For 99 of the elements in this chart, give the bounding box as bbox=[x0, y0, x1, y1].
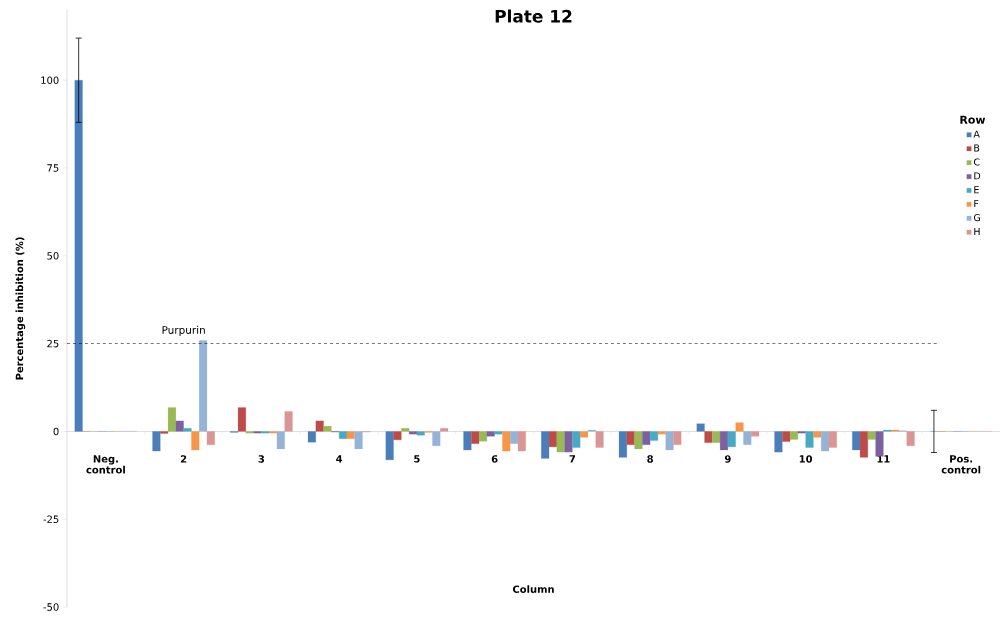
x-tick-label: Pos. control bbox=[941, 455, 981, 474]
bar bbox=[409, 431, 417, 435]
y-tick-label: 50 bbox=[47, 252, 59, 260]
bar bbox=[828, 431, 837, 448]
y-tick-label: 75 bbox=[47, 164, 59, 172]
y-tick-label: 25 bbox=[47, 339, 59, 348]
legend-label: B bbox=[974, 144, 980, 152]
y-tick-label: -50 bbox=[43, 603, 59, 611]
bar bbox=[720, 431, 728, 451]
x-tick-label: 9 bbox=[724, 455, 731, 463]
bar bbox=[307, 431, 316, 443]
y-tick-label: 0 bbox=[53, 427, 59, 436]
bar bbox=[564, 431, 573, 453]
bar bbox=[191, 431, 200, 451]
bar bbox=[805, 431, 814, 448]
bar bbox=[727, 431, 736, 447]
bar bbox=[175, 420, 184, 432]
bar bbox=[650, 431, 659, 441]
bar bbox=[354, 431, 363, 450]
bar bbox=[440, 428, 449, 432]
x-tick-label: 2 bbox=[180, 455, 187, 463]
bar bbox=[774, 431, 783, 453]
x-tick-label: 8 bbox=[647, 455, 653, 463]
bar bbox=[152, 431, 161, 452]
x-tick-label: 7 bbox=[569, 455, 576, 463]
bar bbox=[323, 426, 332, 432]
bar bbox=[696, 423, 705, 432]
chart-title: Plate 12 bbox=[495, 9, 572, 23]
bar bbox=[743, 431, 752, 445]
annotation: Purpurin bbox=[162, 325, 205, 336]
bar bbox=[548, 431, 557, 447]
bar bbox=[712, 431, 721, 443]
legend-label: G bbox=[973, 214, 980, 222]
bar bbox=[541, 431, 550, 459]
bar bbox=[478, 431, 487, 442]
y-axis-title: Percentage inhibition (%) bbox=[15, 237, 26, 380]
bar bbox=[704, 431, 713, 443]
legend-label: C bbox=[973, 158, 980, 166]
bar bbox=[813, 431, 822, 438]
x-tick-label: 10 bbox=[799, 455, 813, 463]
bar bbox=[463, 431, 472, 451]
bar bbox=[385, 431, 394, 460]
bar bbox=[517, 431, 526, 452]
bar bbox=[199, 340, 208, 432]
bar bbox=[906, 431, 915, 446]
bar bbox=[510, 431, 519, 444]
bar bbox=[875, 431, 884, 457]
bar bbox=[852, 431, 861, 451]
legend-label: D bbox=[974, 172, 981, 180]
bar bbox=[556, 431, 565, 453]
bar bbox=[751, 431, 760, 437]
bar bbox=[167, 407, 176, 432]
legend-label: H bbox=[974, 228, 980, 235]
bar bbox=[74, 80, 83, 432]
bar bbox=[618, 431, 627, 458]
bar bbox=[339, 431, 347, 439]
x-tick-label: Neg. control bbox=[86, 455, 125, 474]
bar bbox=[634, 431, 643, 450]
y-tick-label: -25 bbox=[43, 515, 59, 523]
x-tick-label: 3 bbox=[258, 455, 265, 463]
legend-label: F bbox=[974, 200, 979, 208]
bar bbox=[237, 407, 246, 432]
x-axis-title: Column bbox=[512, 585, 554, 593]
bar bbox=[595, 431, 604, 448]
bar bbox=[432, 431, 441, 446]
bar bbox=[416, 431, 425, 436]
legend-label: E bbox=[974, 186, 979, 194]
legend-label: A bbox=[973, 130, 980, 138]
bar bbox=[735, 422, 744, 432]
bar bbox=[486, 431, 495, 437]
bar bbox=[183, 428, 192, 432]
x-tick-label: 6 bbox=[491, 455, 498, 463]
bar bbox=[789, 431, 798, 440]
x-tick-label: 4 bbox=[336, 455, 343, 463]
bar bbox=[502, 431, 511, 452]
x-tick-label: 5 bbox=[414, 455, 420, 463]
bar bbox=[580, 431, 589, 438]
bar bbox=[626, 431, 635, 445]
bar bbox=[867, 431, 876, 440]
bar bbox=[782, 431, 791, 442]
y-tick-label: 100 bbox=[41, 76, 59, 84]
bar bbox=[276, 431, 285, 450]
bar bbox=[673, 431, 682, 445]
bar bbox=[642, 431, 651, 445]
bar bbox=[859, 431, 868, 458]
bar bbox=[821, 431, 830, 452]
bar bbox=[284, 411, 293, 432]
bar bbox=[393, 431, 402, 440]
bar bbox=[471, 431, 480, 444]
bar bbox=[657, 431, 666, 435]
bar bbox=[494, 431, 503, 435]
bar bbox=[572, 431, 581, 448]
legend-title: Row bbox=[960, 115, 986, 124]
bar bbox=[346, 431, 355, 439]
bar bbox=[665, 431, 674, 451]
bar bbox=[315, 420, 324, 432]
bar bbox=[401, 428, 410, 432]
bar bbox=[160, 431, 169, 434]
bar bbox=[206, 431, 215, 445]
